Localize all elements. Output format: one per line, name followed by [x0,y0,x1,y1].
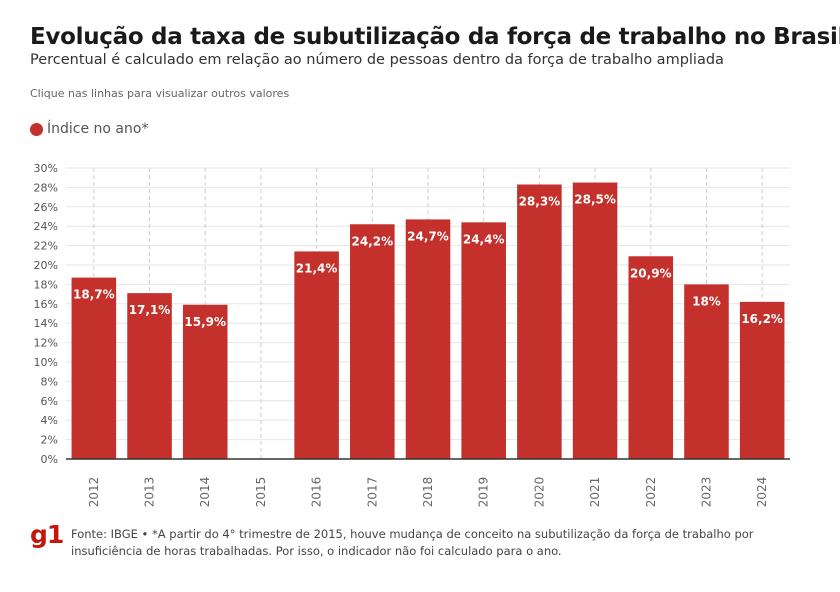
x-tick-label: 2016 [310,477,324,508]
x-tick-label: 2013 [143,477,157,508]
bar-2021[interactable] [572,182,618,460]
legend-label: Índice no ano* [47,121,149,137]
bar-2019[interactable] [461,222,506,459]
y-tick-label: 28% [34,181,58,194]
bar-value-label: 24,2% [351,234,393,248]
bar-value-label: 18% [692,294,721,308]
legend-dot-icon [30,122,43,136]
bar-2024[interactable] [739,301,785,459]
bar-value-label: 28,3% [519,194,561,208]
y-tick-label: 8% [41,375,58,388]
source-note: Fonte: IBGE • *A partir do 4° trimestre … [71,527,754,558]
x-tick-label: 2024 [755,477,769,508]
x-tick-label: 2012 [87,477,101,508]
bar-2020[interactable] [517,184,562,460]
bar-value-label: 20,9% [630,266,672,280]
x-tick-label: 2014 [198,477,212,508]
g1-logo: g1 [30,520,64,549]
y-tick-label: 22% [34,240,58,253]
bar-value-label: 16,2% [741,312,783,326]
bar-value-label: 28,5% [574,193,616,207]
y-tick-label: 24% [34,220,58,233]
x-tick-label: 2022 [644,477,658,508]
bar-2023[interactable] [684,284,729,459]
y-tick-label: 16% [34,298,58,311]
bar-2018[interactable] [405,219,451,459]
bar-value-label: 21,4% [296,261,338,275]
bar-2012[interactable] [71,277,117,459]
bar-2017[interactable] [350,224,395,459]
chart-title: Evolução da taxa de subutilização da for… [30,24,840,50]
bar-2013[interactable] [127,293,172,459]
y-tick-label: 30% [34,162,58,175]
x-axis: 2012 2013 2014 2015 2016 2017 2018 2019 2020 2021… [66,458,790,508]
x-tick-label: 2018 [421,477,435,508]
y-tick-label: 6% [41,395,58,408]
bar-value-label: 18,7% [73,288,115,302]
x-tick-label: 2021 [588,477,602,508]
bar-chart: 0% 2% 4% 6% 8% 10% 12% 14% 16% 18% 20% 22% 24% 26% 28%… [34,162,790,508]
bar-value-label: 15,9% [184,315,226,329]
x-tick-label: 2017 [365,477,379,508]
y-tick-label: 20% [34,259,58,272]
y-axis: 0% 2% 4% 6% 8% 10% 12% 14% 16% 18% 20% 22% 24% 26% 28%… [34,162,58,466]
bar-value-label: 24,4% [463,232,505,246]
y-tick-label: 14% [34,317,58,330]
legend[interactable]: Índice no ano* [30,121,148,137]
interaction-hint: Clique nas linhas para visualizar outros… [30,87,290,100]
y-tick-label: 10% [34,356,58,369]
bars: 18,7% 17,1% 15,9% 21,4% 24,2% 24,7% 24,4% 28,3%… [71,182,785,460]
y-tick-label: 18% [34,278,58,291]
x-tick-label: 2023 [699,477,713,508]
bar-2014[interactable] [182,304,228,459]
bar-value-label: 17,1% [129,303,171,317]
y-tick-label: 2% [41,434,58,447]
bar-value-label: 24,7% [407,229,449,243]
y-tick-label: 12% [34,337,58,350]
bar-2016[interactable] [294,251,339,459]
y-tick-label: 26% [34,201,58,214]
bar-2022[interactable] [628,256,674,459]
x-tick-label: 2015 [254,477,268,508]
x-tick-label: 2019 [477,477,491,508]
y-tick-label: 0% [41,453,58,466]
chart-subtitle: Percentual é calculado em relação ao núm… [30,52,724,68]
y-tick-label: 4% [41,414,58,427]
x-tick-label: 2020 [532,477,546,508]
